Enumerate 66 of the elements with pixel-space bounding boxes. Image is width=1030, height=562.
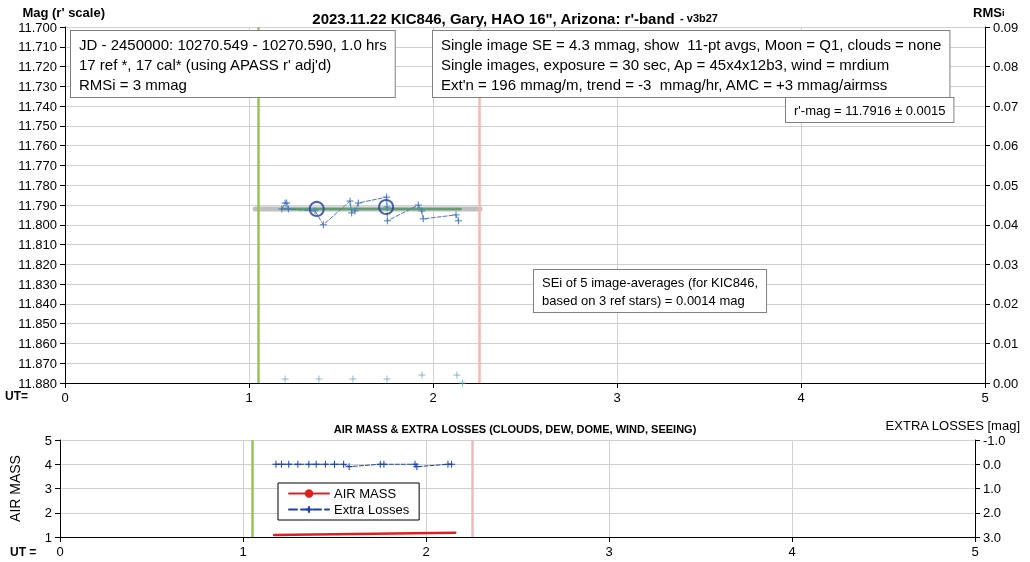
y2-tick-label: 0.0 bbox=[983, 456, 1002, 472]
y-tick-label: 11.850 bbox=[18, 316, 57, 332]
y-tick-label: 2 bbox=[44, 505, 52, 521]
y2-axis-title: EXTRA LOSSES [mag] bbox=[885, 418, 1020, 433]
annotation: SEi of 5 image-averages (for KIC846, based on 3 ref stars) = 0.0014 mag bbox=[542, 274, 759, 308]
y-axis-title: Mag (r' scale) bbox=[22, 5, 105, 20]
y2-tick-label: 3.0 bbox=[983, 529, 1002, 545]
x-tick-label: 4 bbox=[788, 544, 796, 559]
annotation: JD - 2450000: 10270.549 - 10270.590, 1.0 hrs 17 ref *, 17 cal* (using APASS r' adj'd) RMSi = 3 mmag bbox=[79, 35, 387, 93]
x-tick-label: 2 bbox=[429, 390, 437, 405]
x-tick-label: 4 bbox=[797, 390, 805, 405]
y-tick-label: 11.820 bbox=[18, 256, 57, 272]
x-tick-label: 0 bbox=[61, 390, 69, 405]
x-tick-label: 5 bbox=[981, 390, 989, 405]
chart-title: AIR MASS & EXTRA LOSSES (CLOUDS, DEW, DOME, WIND, SEEING) bbox=[333, 422, 697, 435]
y-tick-label: 11.700 bbox=[18, 19, 57, 35]
y2-tick-label: 0.07 bbox=[993, 98, 1019, 114]
y-tick-label: 5 bbox=[44, 432, 52, 448]
chart-title: 2023.11.22 KIC846, Gary, HAO 16", Arizona: r'-band bbox=[312, 9, 675, 27]
y2-tick-label: 0.03 bbox=[993, 256, 1019, 272]
y-tick-label: 11.720 bbox=[18, 59, 57, 75]
y-tick-label: 11.840 bbox=[18, 296, 57, 312]
y-tick-label: 3 bbox=[44, 481, 52, 496]
x-axis-title: UT = bbox=[10, 545, 37, 559]
y-tick-label: 4 bbox=[44, 456, 52, 472]
y2-tick-label: -1.0 bbox=[983, 432, 1006, 448]
y2-tick-label: 0.01 bbox=[993, 335, 1019, 351]
y-tick-label: 11.800 bbox=[18, 217, 57, 233]
y-tick-label: 11.710 bbox=[18, 39, 57, 55]
y2-axis-title: RMSi bbox=[973, 5, 1005, 20]
y-tick-label: 11.740 bbox=[18, 98, 57, 114]
y-tick-label: 11.780 bbox=[18, 177, 57, 193]
y-tick-label: 11.860 bbox=[18, 335, 57, 351]
y2-tick-label: 0.06 bbox=[993, 138, 1019, 154]
y2-tick-label: 0.00 bbox=[993, 375, 1019, 391]
x-tick-label: 3 bbox=[613, 390, 621, 405]
y2-tick-label: 0.04 bbox=[993, 217, 1019, 233]
y-axis-title: AIR MASS bbox=[7, 455, 23, 522]
y-tick-label: 11.760 bbox=[18, 138, 57, 154]
annotation: Single image SE = 4.3 mmag, show 11-pt avgs, Moon = Q1, clouds = none Single images, exposure = 30 sec, Ap = 45x4x12b3, wind = mrdium Ext'n = 196 mmag/m, trend = -3 mmag/hr, AMC = +3 mmag/airmss bbox=[441, 35, 942, 93]
y-tick-label: 11.830 bbox=[18, 276, 57, 292]
annotation: r'-mag = 11.7916 ± 0.0015 bbox=[794, 102, 946, 118]
y-tick-label: 11.730 bbox=[18, 78, 57, 94]
y-tick-label: 11.870 bbox=[18, 355, 57, 371]
x-tick-label: 3 bbox=[605, 544, 613, 559]
y2-tick-label: 2.0 bbox=[983, 505, 1002, 521]
x-axis-title: UT= bbox=[5, 389, 29, 403]
y-tick-label: 11.750 bbox=[18, 118, 57, 134]
y-tick-label: 11.770 bbox=[18, 157, 57, 173]
y2-tick-label: 0.08 bbox=[993, 59, 1019, 75]
y2-tick-label: 0.09 bbox=[993, 19, 1019, 35]
y-tick-label: 11.810 bbox=[18, 237, 57, 253]
y2-tick-label: 1.0 bbox=[983, 481, 1002, 496]
legend-label: AIR MASS bbox=[334, 486, 397, 501]
legend-label: Extra Losses bbox=[334, 502, 410, 517]
x-tick-label: 1 bbox=[245, 390, 253, 405]
x-tick-label: 1 bbox=[239, 544, 247, 559]
y-tick-label: 1 bbox=[44, 529, 52, 545]
x-tick-label: 2 bbox=[422, 544, 430, 559]
chart-subtitle: - v3b27 bbox=[680, 12, 718, 24]
x-tick-label: 0 bbox=[56, 544, 64, 559]
y2-tick-label: 0.02 bbox=[993, 296, 1019, 312]
y-tick-label: 11.790 bbox=[18, 197, 57, 213]
y-tick-label: 11.880 bbox=[18, 375, 57, 391]
x-tick-label: 5 bbox=[971, 544, 979, 559]
y2-tick-label: 0.05 bbox=[993, 177, 1019, 193]
